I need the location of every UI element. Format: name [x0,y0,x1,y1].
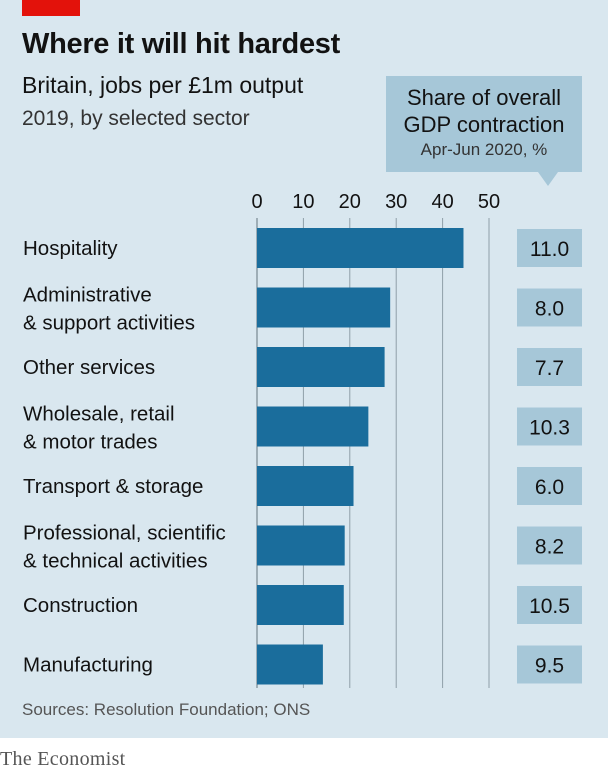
callout-line-3: Apr-Jun 2020, % [420,140,548,159]
x-tick-label: 10 [292,191,314,213]
bar [257,585,344,625]
bar-chart: 0 10 20 30 40 50 Hospitality 11.0 Administrative… [23,191,582,688]
gdp-share-value: 11.0 [530,238,569,261]
category-label: Other services [23,356,155,379]
gdp-share-value: 8.2 [535,536,564,559]
gdp-contraction-callout: Share of overall GDP contraction Apr-Jun… [386,76,582,186]
callout-line-2: GDP contraction [403,112,565,137]
category-label: Construction [23,594,138,617]
bar [257,466,354,506]
x-tick-label: 0 [251,191,262,213]
chart-source: Sources: Resolution Foundation; ONS [22,700,311,719]
chart-subtitle: Britain, jobs per £1m output [22,72,304,98]
bar [257,287,391,328]
gdp-share-box [517,586,582,624]
chart-title: Where it will hit hardest [22,28,340,60]
x-tick-label: 50 [478,191,500,213]
gdp-share-value: 8.0 [535,298,564,321]
gdp-share-value: 6.0 [535,476,564,499]
gdp-share-box [517,348,582,386]
bar [257,644,323,685]
brand-red-tab [22,0,80,16]
x-tick-label: 20 [339,191,361,213]
brand-wordmark: The Economist [0,748,126,770]
chart-subtitle-year: 2019, by selected sector [22,107,250,130]
gdp-share-box [517,288,582,327]
x-tick-label: 40 [431,191,453,213]
gdp-share-value: 10.3 [529,417,570,440]
category-label: Professional, scientific & technical acti… [23,522,226,573]
bar [257,525,345,566]
category-label: Manufacturing [23,654,153,677]
bar [257,347,385,387]
gdp-share-value: 10.5 [529,595,570,618]
gdp-share-box [517,645,582,684]
gdp-share-box [517,526,582,565]
category-label: Wholesale, retail & motor trades [23,403,175,454]
bar [257,406,369,447]
category-label: Hospitality [23,237,118,260]
gdp-share-box [517,407,582,446]
gdp-share-value: 7.7 [535,357,564,380]
gdp-share-box [517,229,582,267]
gdp-share-box [517,467,582,505]
x-tick-label: 30 [385,191,407,213]
callout-line-1: Share of overall [406,85,562,110]
bar [257,228,464,268]
gdp-share-value: 9.5 [535,655,564,678]
category-label: Administrative & support activities [23,284,195,335]
category-label: Transport & storage [23,475,203,498]
